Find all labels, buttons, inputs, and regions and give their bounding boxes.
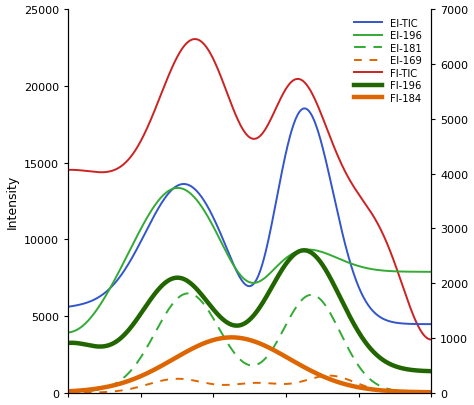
Legend: EI-TIC, EI-196, EI-181, EI-169, FI-TIC, FI-196, FI-184: EI-TIC, EI-196, EI-181, EI-169, FI-TIC, … [350,15,426,107]
Y-axis label: Intensity: Intensity [6,175,18,228]
